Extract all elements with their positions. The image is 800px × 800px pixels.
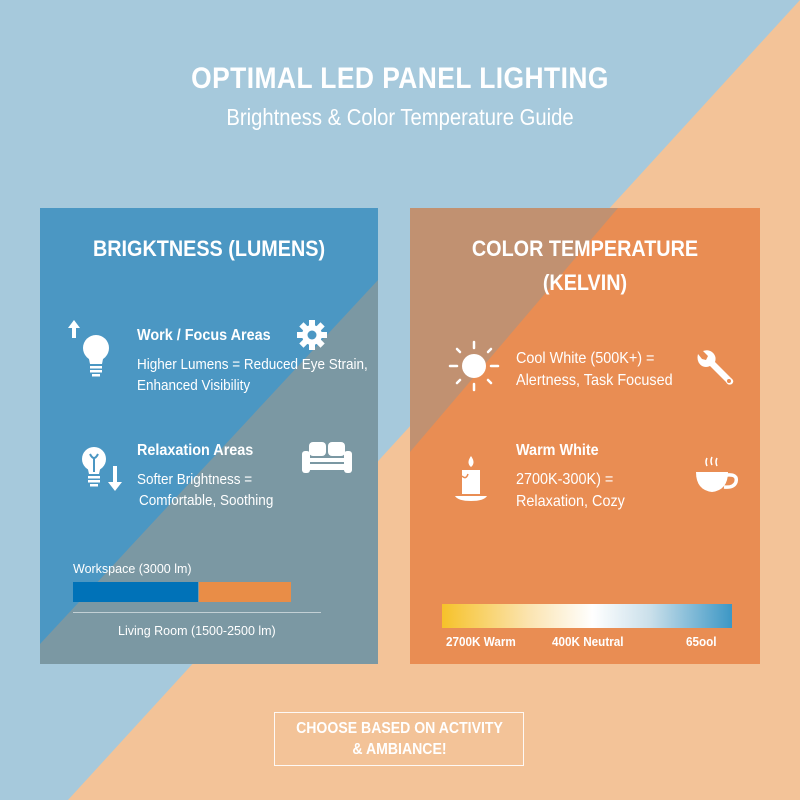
warm-white-desc-2: Relaxation, Cozy — [516, 493, 625, 510]
coffee-cup-icon — [694, 456, 740, 498]
relaxation-title: Relaxation Areas — [137, 442, 254, 459]
cta-box: CHOOSE BASED ON ACTIVITY & AMBIANCE! — [274, 712, 524, 766]
color-temp-heading-1: COLOR TEMPERATURE — [471, 236, 699, 261]
cool-white-desc-1: Cool White (500K+) = — [516, 350, 655, 367]
living-room-bar-segment — [199, 582, 291, 602]
wrench-icon — [694, 348, 736, 390]
gear-icon — [296, 319, 328, 351]
scale-label-neutral: 400K Neutral — [552, 634, 624, 649]
relaxation-desc-2: Comfortable, Soothing — [139, 492, 274, 509]
scale-label-cool: 65ool — [686, 634, 717, 649]
scale-label-warm: 2700K Warm — [446, 634, 516, 649]
living-room-label: Living Room (1500-2500 lm) — [118, 624, 276, 638]
cool-white-desc-2: Alertness, Task Focused — [516, 372, 673, 389]
color-temperature-scale — [442, 604, 732, 628]
sofa-icon — [302, 440, 352, 474]
brightness-heading: BRIGKTNESS (LUMENS) — [92, 236, 326, 261]
work-focus-desc-2: Enhanced Visibility — [137, 377, 251, 394]
color-temperature-panel: COLOR TEMPERATURE (KELVIN) Cool White (5… — [410, 208, 760, 664]
work-focus-title: Work / Focus Areas — [137, 327, 271, 344]
cta-line-1: CHOOSE BASED ON ACTIVITY — [295, 720, 503, 737]
cta-line-2: & AMBIANCE! — [351, 741, 447, 758]
color-temp-heading-2: (KELVIN) — [542, 270, 628, 295]
relaxation-desc-1: Softer Brightness = — [137, 471, 253, 488]
warm-white-title: Warm White — [516, 442, 599, 459]
sun-icon — [448, 340, 500, 392]
lightbulb-up-arrow-icon — [66, 318, 114, 380]
brightness-panel: BRIGKTNESS (LUMENS) Work / Focus Areas — [40, 208, 378, 664]
workspace-label: Workspace (3000 lm) — [73, 562, 192, 576]
lightbulb-down-arrow-icon — [78, 444, 128, 494]
page-subtitle: Brightness & Color Temperature Guide — [226, 104, 574, 130]
warm-white-desc-1: 2700K-300K) = — [516, 471, 614, 488]
work-focus-desc-1: Higher Lumens = Reduced Eye Strain, — [137, 356, 368, 373]
workspace-bar-segment — [73, 582, 198, 602]
bar-divider — [73, 612, 321, 613]
page-title: OPTIMAL LED PANEL LIGHTING — [191, 62, 609, 95]
candle-icon — [454, 454, 488, 506]
